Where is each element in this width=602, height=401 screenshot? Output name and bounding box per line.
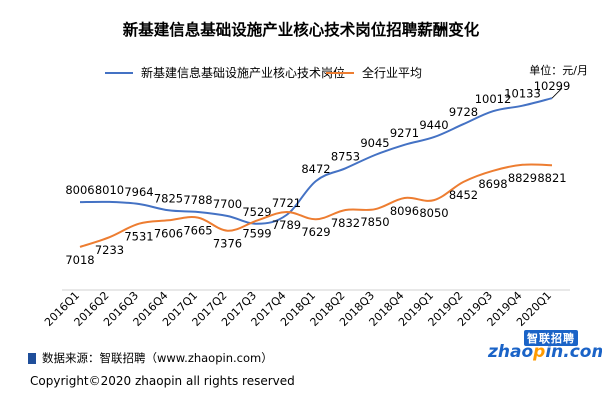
- data-label-s1-2016Q2: 8010: [95, 183, 124, 197]
- chart-title: 新基建信息基础设施产业核心技术岗位招聘薪酬变化: [122, 21, 480, 39]
- data-label-s2-2018Q4: 8096: [390, 204, 419, 218]
- data-label-s1-2019Q1: 9440: [419, 118, 448, 132]
- data-label-s2-2016Q3: 7531: [124, 230, 153, 244]
- data-label-s1-2018Q2: 8753: [331, 149, 360, 163]
- legend-item-core-tech: 新基建信息基础设施产业核心技术岗位: [105, 64, 345, 81]
- legend-label-core-tech: 新基建信息基础设施产业核心技术岗位: [141, 66, 346, 80]
- data-label-s2-2018Q1: 7629: [301, 225, 330, 239]
- logo-wordmark: zhaopin.com: [488, 342, 602, 362]
- data-label-s1-2019Q4: 10133: [504, 87, 541, 101]
- data-label-s1-2020Q1: 10299: [534, 79, 571, 93]
- logo-prefix: zhao: [488, 342, 534, 362]
- data-label-s1-2018Q3: 9045: [360, 136, 389, 150]
- copyright-text: Copyright©2020 zhaopin all rights reserv…: [30, 374, 295, 388]
- series-line-1: [79, 97, 553, 225]
- data-label-s2-2020Q1: 8821: [537, 171, 566, 185]
- unit-label: 单位：元/月: [529, 64, 588, 77]
- source-text: 数据来源：智联招聘（www.zhaopin.com）: [42, 351, 273, 365]
- data-label-s1-2017Q2: 7700: [213, 197, 242, 211]
- data-label-s2-2016Q1: 7018: [65, 253, 94, 267]
- legend-item-industry-average: 全行业平均: [326, 64, 422, 81]
- data-label-s2-2019Q2: 8452: [449, 188, 478, 202]
- logo-mark: p: [533, 342, 546, 362]
- series-line-2: [79, 163, 553, 248]
- data-label-s2-2017Q2: 7376: [213, 237, 242, 251]
- source-marker: [28, 352, 36, 364]
- data-label-s2-2017Q3: 7599: [242, 227, 271, 241]
- data-label-s1-2017Q3: 7529: [242, 205, 271, 219]
- data-label-s1-2016Q3: 7964: [124, 185, 153, 199]
- data-source: 数据来源：智联招聘（www.zhaopin.com）: [28, 350, 273, 366]
- data-label-s2-2019Q4: 8829: [508, 171, 537, 185]
- logo-suffix: in.com: [545, 342, 602, 362]
- data-label-s2-2016Q4: 7606: [154, 226, 183, 240]
- data-label-s2-2018Q2: 7832: [331, 216, 360, 230]
- legend-swatch-core-tech: [105, 71, 133, 74]
- data-label-s1-2017Q4: 7721: [272, 196, 301, 210]
- data-label-s1-2019Q3: 10012: [475, 92, 512, 106]
- data-label-s1-2018Q4: 9271: [390, 126, 419, 140]
- leader-line-last: [551, 87, 563, 99]
- zhaopin-logo: 智联招聘 zhaopin.com: [488, 330, 602, 368]
- data-label-s1-2017Q1: 7788: [183, 193, 212, 207]
- data-label-s2-2019Q3: 8698: [478, 177, 507, 191]
- data-label-s2-2016Q2: 7233: [95, 243, 124, 257]
- logo-badge: 智联招聘: [524, 330, 578, 346]
- data-label-s2-2017Q4: 7789: [272, 218, 301, 232]
- legend-label-industry-average: 全行业平均: [362, 66, 423, 80]
- data-label-s1-2019Q2: 9728: [449, 105, 478, 119]
- data-label-s2-2018Q3: 7850: [360, 215, 389, 229]
- data-label-s1-2018Q1: 8472: [301, 162, 330, 176]
- data-label-s1-2016Q1: 8006: [65, 183, 94, 197]
- data-label-s2-2019Q1: 8050: [419, 206, 448, 220]
- legend-swatch-industry-average: [326, 71, 354, 74]
- data-label-s2-2017Q1: 7665: [183, 224, 212, 238]
- data-label-s1-2016Q4: 7825: [154, 191, 183, 205]
